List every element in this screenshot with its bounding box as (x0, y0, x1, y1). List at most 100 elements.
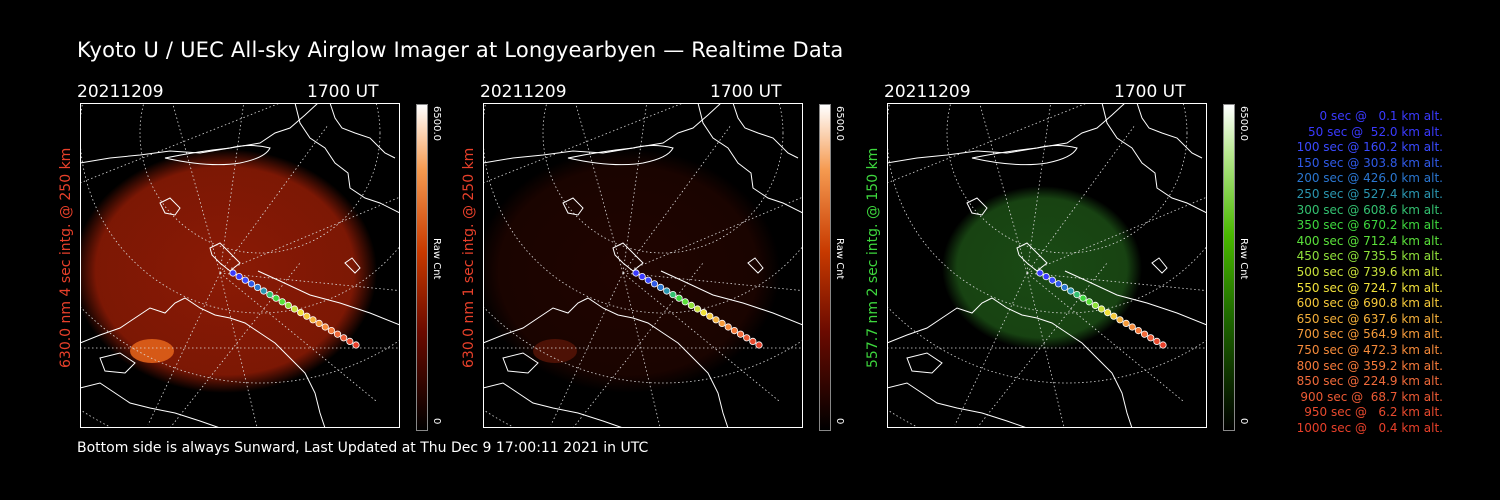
legend-item: 400 sec @ 712.4 km alt. (1296, 233, 1443, 248)
trajectory-point (352, 341, 360, 349)
graticule (887, 103, 1207, 428)
trajectory-point (260, 287, 268, 295)
legend-item: 150 sec @ 303.8 km alt. (1296, 155, 1443, 170)
trajectory-point (315, 319, 323, 327)
legend-item: 1000 sec @ 0.4 km alt. (1296, 421, 1443, 435)
color-bar (1223, 104, 1235, 431)
coastline (887, 103, 1207, 428)
satellite-trajectory (229, 269, 360, 349)
trajectory-point (730, 327, 738, 335)
airglow-disk (80, 149, 377, 393)
legend-item: 250 sec @ 527.4 km alt. (1296, 187, 1443, 201)
color-bar-unit: Raw Cnt (1238, 238, 1249, 280)
trajectory-point (241, 276, 249, 284)
trajectory-point (266, 291, 274, 299)
trajectory-point (1128, 323, 1136, 331)
legend-item: 800 sec @ 359.2 km alt. (1296, 358, 1443, 373)
coastline (483, 103, 803, 428)
trajectory-point (290, 305, 299, 313)
trajectory-point (755, 341, 763, 349)
trajectory-point (1085, 298, 1093, 306)
legend-item: 50 sec @ 52.0 km alt. (1308, 124, 1443, 139)
legend-item: 500 sec @ 739.6 km alt. (1296, 265, 1443, 279)
trajectory-point (1153, 337, 1161, 345)
airglow-disk (483, 149, 780, 393)
satellite-trajectory (632, 269, 763, 349)
trajectory-point (687, 301, 695, 309)
panel-time: 1700 UT (307, 82, 379, 102)
panel-date: 20211209 (480, 82, 567, 102)
legend-item: 900 sec @ 68.7 km alt. (1300, 389, 1443, 404)
trajectory-point (749, 337, 757, 345)
color-bar-min: 0 (1238, 418, 1249, 425)
trajectory-point (333, 330, 342, 338)
panel-date: 20211209 (884, 82, 971, 102)
legend-item: 950 sec @ 6.2 km alt. (1304, 405, 1443, 420)
trajectory-point (321, 323, 329, 331)
legend-item: 450 sec @ 735.5 km alt. (1296, 249, 1443, 264)
trajectory-point (340, 334, 348, 342)
map-frame (483, 103, 803, 428)
trajectory-point (327, 327, 335, 335)
color-bar (416, 104, 428, 431)
aurora-patch (533, 339, 577, 363)
legend-item: 650 sec @ 637.6 km alt. (1296, 311, 1443, 326)
trajectory-point (743, 334, 751, 342)
trajectory-point (1140, 330, 1149, 338)
panel-date: 20211209 (77, 82, 164, 102)
trajectory-point (303, 312, 311, 320)
color-bar-unit: Raw Cnt (431, 238, 442, 280)
trajectory-point (700, 309, 708, 317)
trajectory-point (693, 305, 702, 313)
trajectory-point (650, 280, 659, 288)
trajectory-point (712, 316, 720, 324)
color-bar-max: 6500.0 (1238, 106, 1249, 141)
graticule (80, 103, 400, 428)
trajectory-point (309, 316, 317, 324)
trajectory-point (632, 269, 640, 277)
trajectory-point (1110, 312, 1118, 320)
legend-item: 600 sec @ 690.8 km alt. (1296, 296, 1443, 311)
trajectory-point (297, 309, 305, 317)
trajectory-point (1147, 334, 1155, 342)
panel-time: 1700 UT (710, 82, 782, 102)
legend-item: 200 sec @ 426.0 km alt. (1296, 171, 1443, 186)
trajectory-point (272, 294, 280, 302)
legend-item: 300 sec @ 608.6 km alt. (1296, 202, 1443, 217)
panel-time: 1700 UT (1114, 82, 1186, 102)
color-bar-max: 6500.0 (431, 106, 442, 141)
legend-item: 0 sec @ 0.1 km alt. (1319, 109, 1444, 123)
color-bar-min: 0 (431, 418, 442, 425)
trajectory-point (1091, 301, 1099, 309)
legend-item: 850 sec @ 224.9 km alt. (1296, 374, 1443, 389)
trajectory-point (1122, 319, 1130, 327)
allsky-map (483, 103, 803, 428)
legend-item: 350 sec @ 670.2 km alt. (1296, 218, 1443, 233)
trajectory-point (278, 298, 286, 306)
trajectory-point (675, 294, 683, 302)
satellite-trajectory (1036, 269, 1167, 349)
legend-item: 700 sec @ 564.9 km alt. (1296, 327, 1443, 342)
legend-item: 750 sec @ 472.3 km alt. (1296, 343, 1443, 357)
trajectory-point (284, 301, 292, 309)
trajectory-point (1067, 287, 1075, 295)
page-title: Kyoto U / UEC All-sky Airglow Imager at … (77, 38, 844, 62)
trajectory-point (1061, 283, 1069, 291)
trajectory-point (254, 283, 262, 291)
color-bar-max: 6500.0 (834, 106, 845, 141)
trajectory-point (1159, 341, 1167, 349)
aurora-patch (130, 339, 174, 363)
trajectory-point (1079, 294, 1087, 302)
trajectory-point (1116, 316, 1124, 324)
map-frame (80, 103, 400, 428)
trajectory-point (638, 273, 646, 281)
trajectory-point (1097, 305, 1106, 313)
trajectory-point (663, 287, 671, 295)
trajectory-point (1042, 273, 1050, 281)
footer-status: Bottom side is always Sunward, Last Upda… (77, 440, 649, 456)
trajectory-point (1048, 276, 1056, 284)
trajectory-point (1036, 269, 1044, 277)
color-bar-unit: Raw Cnt (834, 238, 845, 280)
allsky-map (887, 103, 1207, 428)
trajectory-point (235, 273, 243, 281)
